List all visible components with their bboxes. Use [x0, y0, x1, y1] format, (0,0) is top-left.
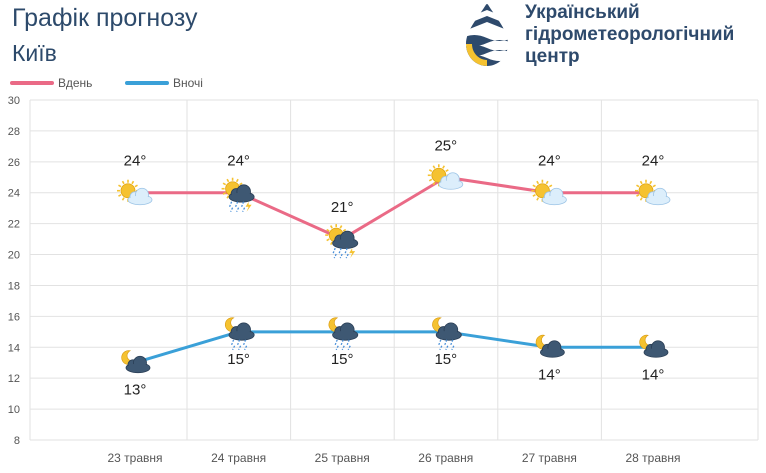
- y-tick-label: 18: [8, 280, 20, 292]
- cloud-shape: [438, 172, 464, 190]
- night-line-segment: [444, 330, 551, 349]
- y-tick-label: 16: [8, 311, 20, 323]
- night-value-label: 15°: [434, 351, 457, 368]
- legend-label: Вночі: [173, 76, 203, 90]
- moon-cloud-rain-icon: [432, 317, 462, 351]
- night-value-label: 14°: [642, 366, 665, 383]
- cloud-shape: [435, 322, 462, 341]
- y-tick-label: 26: [8, 157, 20, 169]
- sun-storm-rain-icon: [221, 177, 255, 213]
- night-series-line: [133, 330, 655, 365]
- city-name: Київ: [12, 40, 57, 66]
- cloud-shape: [228, 184, 255, 203]
- cloud-shape: [125, 355, 151, 374]
- legend-label: Вдень: [58, 76, 92, 90]
- night-value-label: 13°: [124, 382, 147, 399]
- water-drop-logo-icon: [466, 3, 508, 66]
- day-line-segment: [340, 175, 448, 241]
- moon-cloud-icon: [639, 334, 669, 358]
- day-value-label: 24°: [124, 153, 147, 170]
- sun-storm-rain-icon: [325, 224, 359, 259]
- cloud-shape: [228, 322, 255, 341]
- moon-cloud-rain-icon: [328, 317, 359, 351]
- ukrhydromet-logo: Український гідрометеорологічний центр: [462, 2, 762, 68]
- x-tick-label: 27 травня: [522, 451, 577, 465]
- moon-cloud-icon: [121, 350, 151, 374]
- day-value-label: 21°: [331, 199, 354, 216]
- rain-drops: [230, 339, 248, 351]
- rain-drops: [228, 201, 246, 213]
- logo-line: Український: [525, 2, 640, 23]
- y-tick-label: 10: [8, 404, 20, 416]
- sun-cloud-icon: [427, 164, 464, 190]
- y-tick-label: 20: [8, 250, 20, 262]
- x-tick-label: 25 травня: [315, 451, 370, 465]
- y-tick-label: 14: [8, 342, 20, 354]
- moon-cloud-rain-icon: [224, 317, 255, 351]
- cloud-shape: [542, 187, 567, 206]
- logo-text: Український гідрометеорологічний центр: [525, 2, 734, 68]
- day-value-label: 24°: [642, 153, 665, 170]
- rain-drops: [438, 339, 455, 351]
- logo-line: центр: [525, 46, 580, 67]
- sun-cloud-icon: [635, 179, 671, 206]
- sun-cloud-icon: [531, 179, 567, 206]
- chart-title: Графік прогнозу: [12, 4, 198, 32]
- cloud-shape: [645, 187, 671, 206]
- night-value-label: 15°: [227, 351, 250, 368]
- rain-drops: [332, 247, 349, 259]
- cloud-shape: [332, 322, 359, 341]
- legend: Вдень Вночі: [10, 76, 203, 90]
- night-value-label: 14°: [538, 366, 561, 383]
- y-tick-label: 22: [8, 219, 20, 231]
- y-tick-label: 24: [8, 188, 20, 200]
- day-value-label: 24°: [538, 153, 561, 170]
- day-line-segment: [237, 191, 344, 241]
- day-value-label: 25°: [434, 137, 457, 154]
- logo-line: гідрометеорологічний: [525, 24, 735, 45]
- y-tick-label: 28: [8, 126, 20, 138]
- sun-cloud-icon: [117, 179, 153, 206]
- cloud-shape: [127, 187, 153, 206]
- night-value-label: 15°: [331, 351, 354, 368]
- night-line-segment: [133, 330, 241, 365]
- y-tick-label: 8: [14, 435, 20, 447]
- x-tick-label: 23 травня: [107, 451, 162, 465]
- x-tick-label: 26 травня: [418, 451, 473, 465]
- rain-drops: [334, 339, 351, 351]
- cloud-shape: [643, 340, 669, 358]
- day-value-label: 24°: [227, 153, 250, 170]
- lightning-shape: [245, 201, 252, 212]
- x-tick-label: 24 травня: [211, 451, 266, 465]
- moon-cloud-icon: [535, 334, 565, 358]
- lightning-shape: [349, 248, 356, 259]
- x-tick-label: 28 травня: [625, 451, 680, 465]
- cloud-shape: [540, 340, 565, 358]
- y-tick-label: 30: [8, 95, 20, 107]
- y-tick-label: 12: [8, 373, 20, 385]
- cloud-shape: [332, 230, 359, 249]
